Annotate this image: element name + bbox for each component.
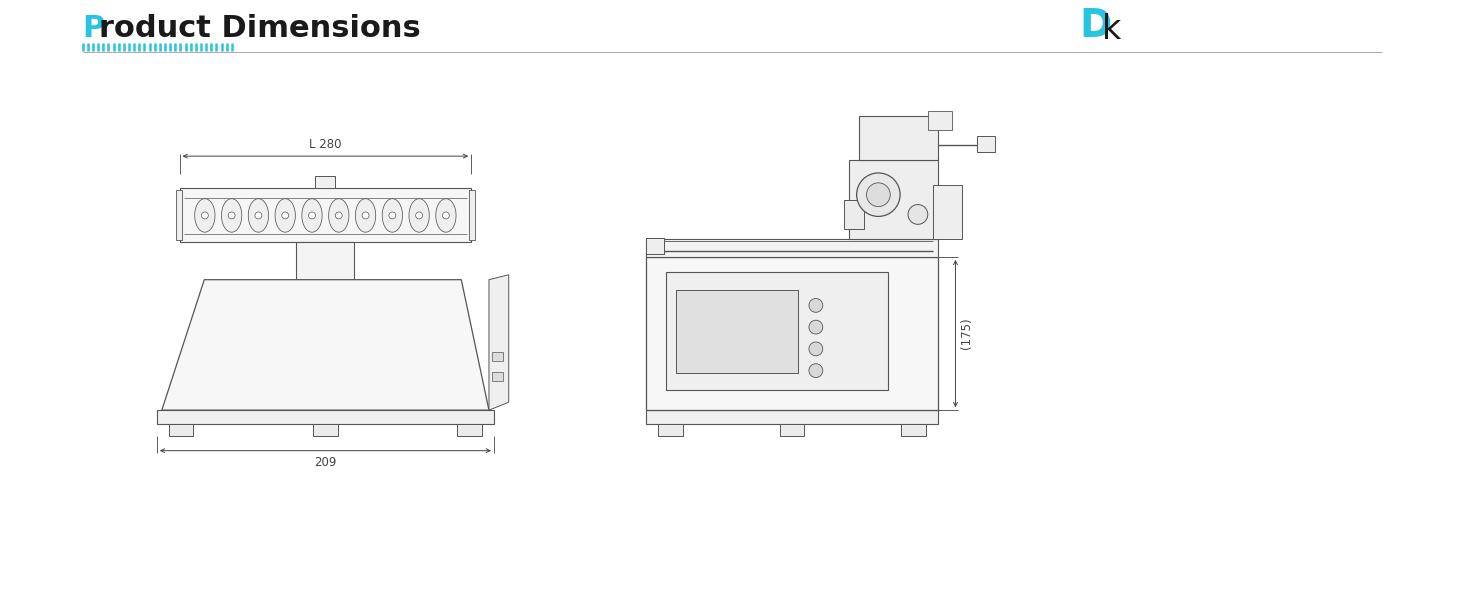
Circle shape <box>308 212 315 219</box>
Text: D: D <box>1079 7 1111 44</box>
Bar <box>848 160 938 239</box>
Bar <box>491 352 503 361</box>
Bar <box>647 410 938 424</box>
Circle shape <box>810 320 823 334</box>
Circle shape <box>810 364 823 378</box>
Circle shape <box>363 212 369 219</box>
Circle shape <box>201 212 209 219</box>
Bar <box>647 238 665 254</box>
Circle shape <box>281 212 289 219</box>
Bar <box>176 190 182 240</box>
Bar <box>647 239 938 257</box>
Polygon shape <box>195 199 215 232</box>
Polygon shape <box>161 280 488 410</box>
Bar <box>647 257 938 410</box>
Circle shape <box>810 342 823 356</box>
Bar <box>901 424 926 436</box>
Text: k: k <box>1101 12 1120 46</box>
Polygon shape <box>435 199 456 232</box>
Circle shape <box>255 212 262 219</box>
Circle shape <box>866 183 891 206</box>
Circle shape <box>909 205 928 224</box>
Bar <box>314 424 337 436</box>
Text: L 280: L 280 <box>309 138 342 151</box>
Bar <box>932 185 962 239</box>
Polygon shape <box>222 199 241 232</box>
Text: P: P <box>83 14 105 43</box>
Polygon shape <box>302 199 323 232</box>
Circle shape <box>857 173 900 216</box>
Polygon shape <box>408 199 429 232</box>
Bar <box>659 424 682 436</box>
Polygon shape <box>275 199 296 232</box>
Bar <box>491 372 503 381</box>
Circle shape <box>416 212 423 219</box>
Bar <box>469 190 475 240</box>
Polygon shape <box>355 199 376 232</box>
Polygon shape <box>249 199 268 232</box>
Bar <box>844 200 863 229</box>
Circle shape <box>443 212 450 219</box>
Text: 209: 209 <box>314 455 336 468</box>
Polygon shape <box>382 199 403 232</box>
Bar <box>296 242 354 280</box>
Bar <box>666 272 888 390</box>
Bar <box>457 424 482 436</box>
Bar <box>780 424 804 436</box>
Circle shape <box>228 212 235 219</box>
Bar <box>179 188 471 242</box>
Bar <box>676 289 798 372</box>
Bar <box>315 176 334 188</box>
Text: roduct Dimensions: roduct Dimensions <box>99 14 420 43</box>
Circle shape <box>336 212 342 219</box>
Bar <box>169 424 194 436</box>
Bar <box>928 111 953 130</box>
Circle shape <box>389 212 395 219</box>
Polygon shape <box>488 275 509 410</box>
Bar <box>157 410 494 424</box>
Bar <box>858 116 938 160</box>
Bar <box>977 136 995 152</box>
Circle shape <box>810 298 823 313</box>
Text: (175): (175) <box>961 318 974 349</box>
Polygon shape <box>329 199 349 232</box>
